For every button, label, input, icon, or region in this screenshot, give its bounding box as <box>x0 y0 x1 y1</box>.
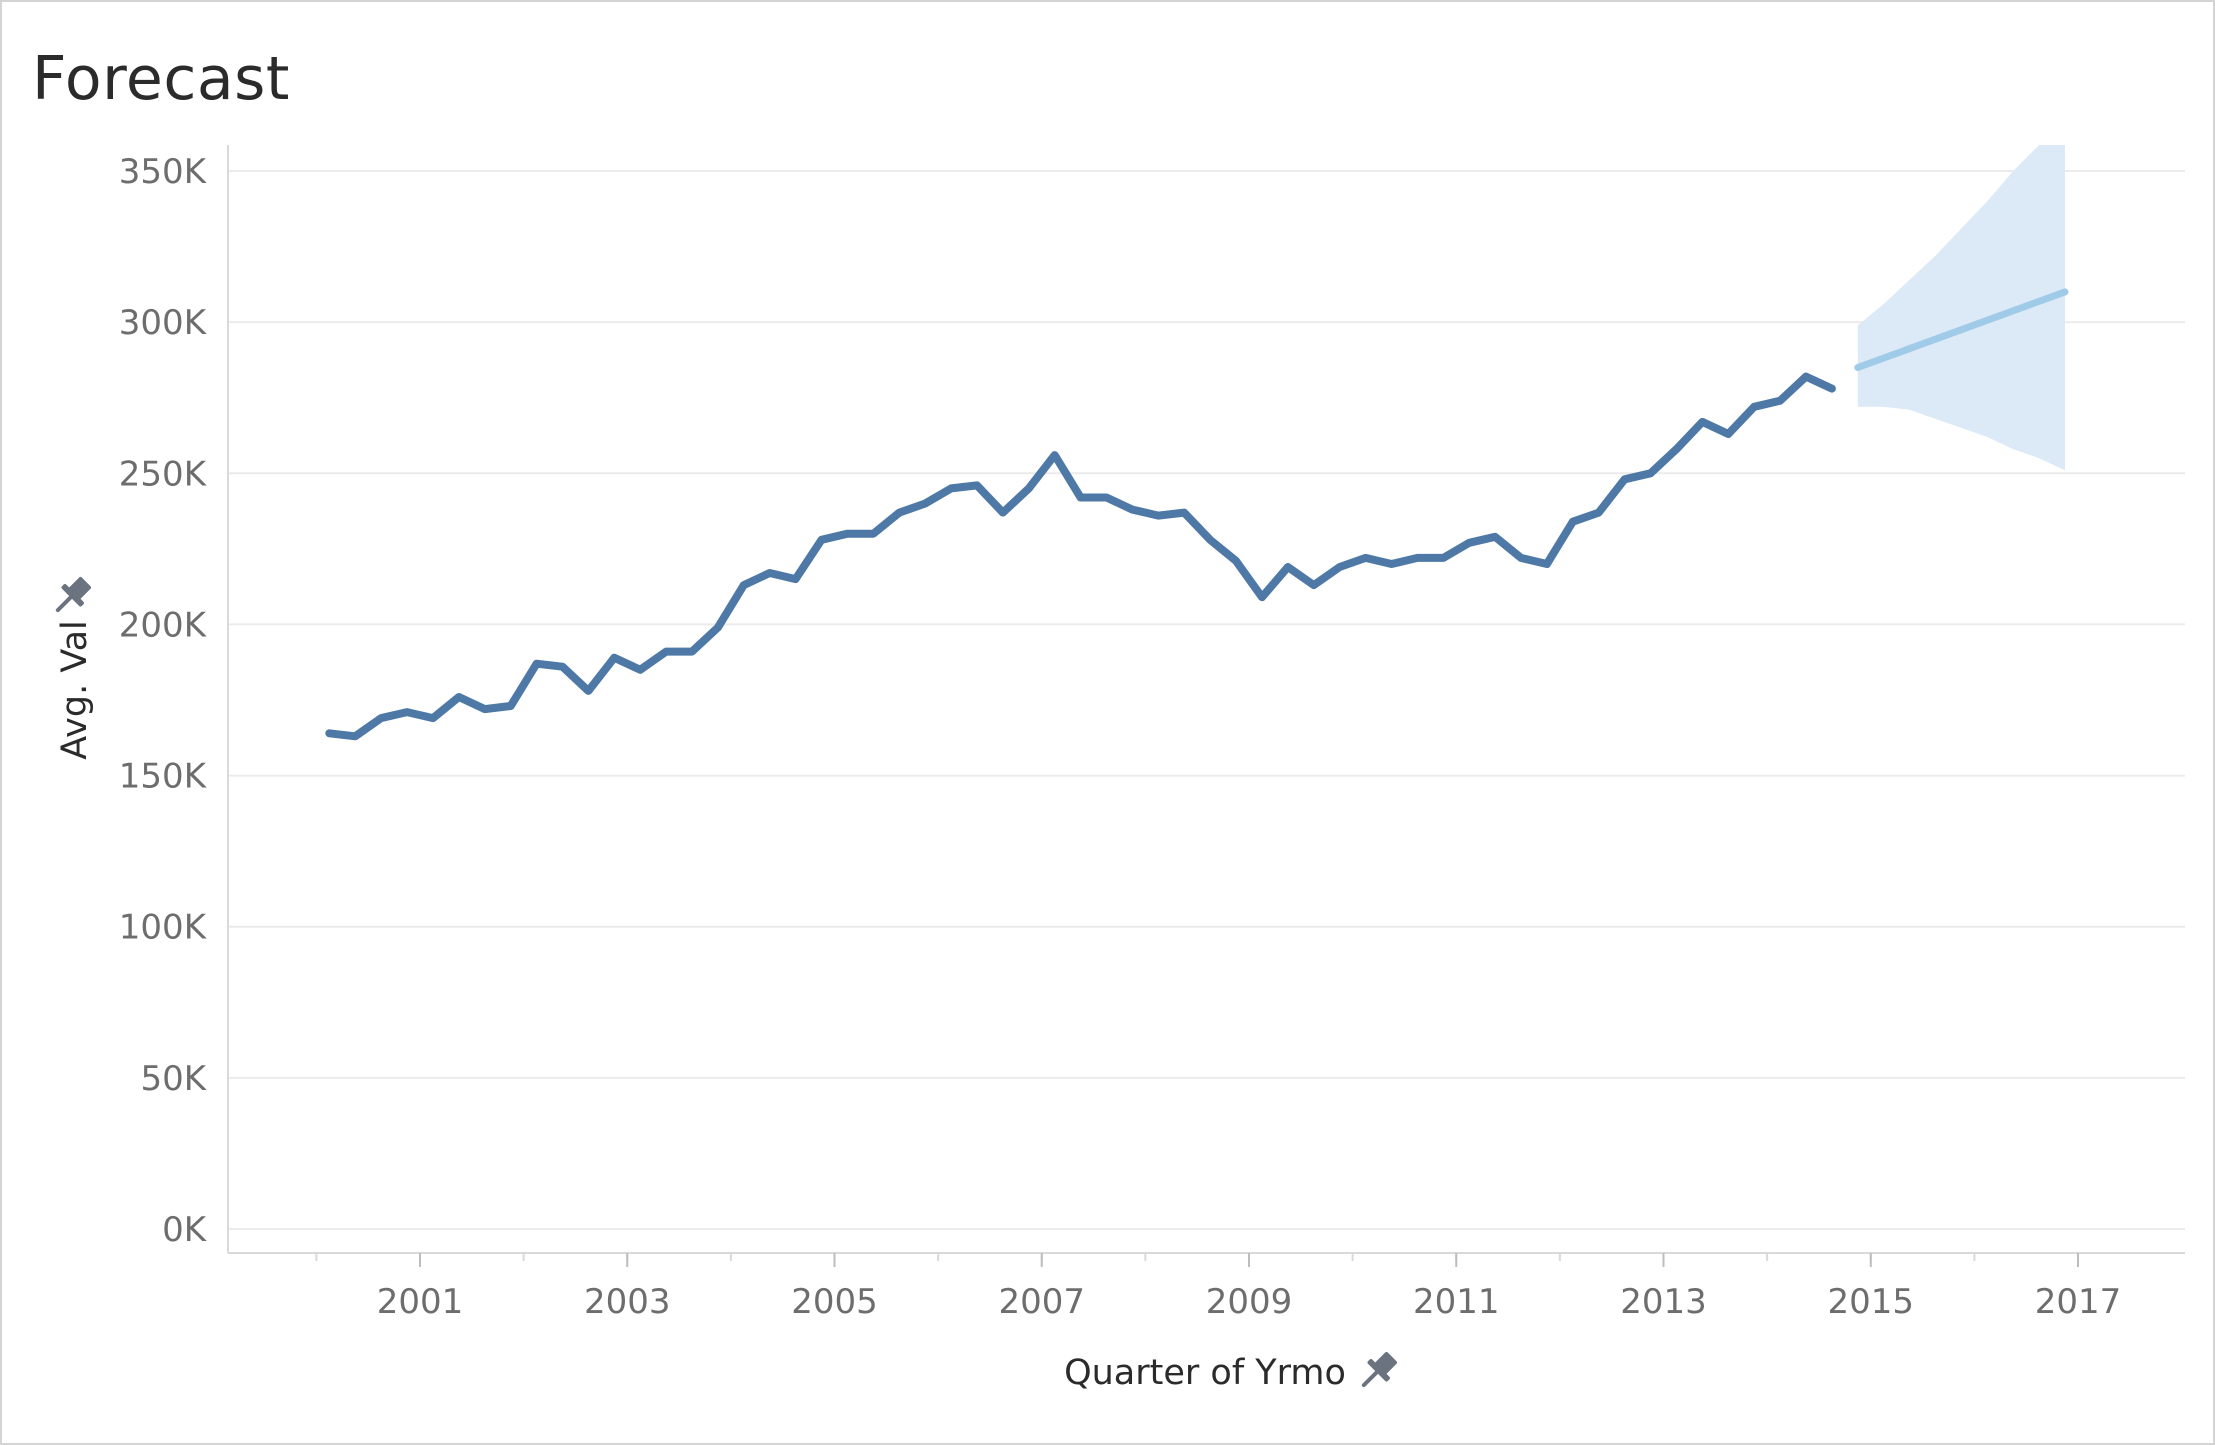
y-axis-ticks: 0K 50K 100K 150K 200K 250K 300K 350K <box>119 152 208 1250</box>
x-tick-label: 2009 <box>1206 1282 1293 1322</box>
actual-series-line[interactable] <box>325 372 1836 741</box>
x-tick-label: 2003 <box>584 1282 671 1322</box>
forecast-series-line[interactable] <box>1854 288 2069 371</box>
pin-collar <box>1367 1359 1390 1382</box>
y-tick-label: 200K <box>119 605 208 645</box>
y-axis-label: Avg. Val <box>55 620 95 759</box>
forecast-confidence-band <box>1857 145 2065 471</box>
y-tick-label: 350K <box>119 152 208 192</box>
y-tick-label: 300K <box>119 303 208 343</box>
pin-needle <box>1361 1370 1379 1388</box>
chart-title: Forecast <box>32 44 290 114</box>
x-axis-label[interactable]: Quarter of Yrmo <box>1064 1353 1346 1393</box>
x-tick-label: 2011 <box>1413 1282 1500 1322</box>
series-lines <box>325 288 2069 741</box>
x-axis-ticks: 2001 2003 2005 2007 2009 2011 2013 2015 2017 <box>377 1282 2122 1322</box>
x-tick-label: 2005 <box>791 1282 878 1322</box>
axes <box>227 145 2185 1267</box>
y-tick-label: 250K <box>119 454 208 494</box>
y-axis-pin-icon[interactable] <box>48 572 96 620</box>
x-axis-pin-icon[interactable] <box>1354 1347 1402 1395</box>
pin-needle <box>55 595 73 613</box>
axis-labels: Avg. Val Quarter of Yrmo <box>48 572 1402 1395</box>
x-tick-label: 2007 <box>998 1282 1085 1322</box>
forecast-band-group <box>1857 145 2065 471</box>
x-tick-label: 2017 <box>2035 1282 2122 1322</box>
y-tick-label: 100K <box>119 908 208 948</box>
y-tick-label: 0K <box>162 1210 208 1250</box>
x-tick-label: 2013 <box>1620 1282 1707 1322</box>
y-tick-label: 50K <box>140 1059 207 1099</box>
pin-collar <box>61 584 84 607</box>
gridlines <box>228 170 2185 1230</box>
y-tick-label: 150K <box>119 757 208 797</box>
x-tick-label: 2015 <box>1827 1282 1914 1322</box>
x-tick-label: 2001 <box>377 1282 464 1322</box>
